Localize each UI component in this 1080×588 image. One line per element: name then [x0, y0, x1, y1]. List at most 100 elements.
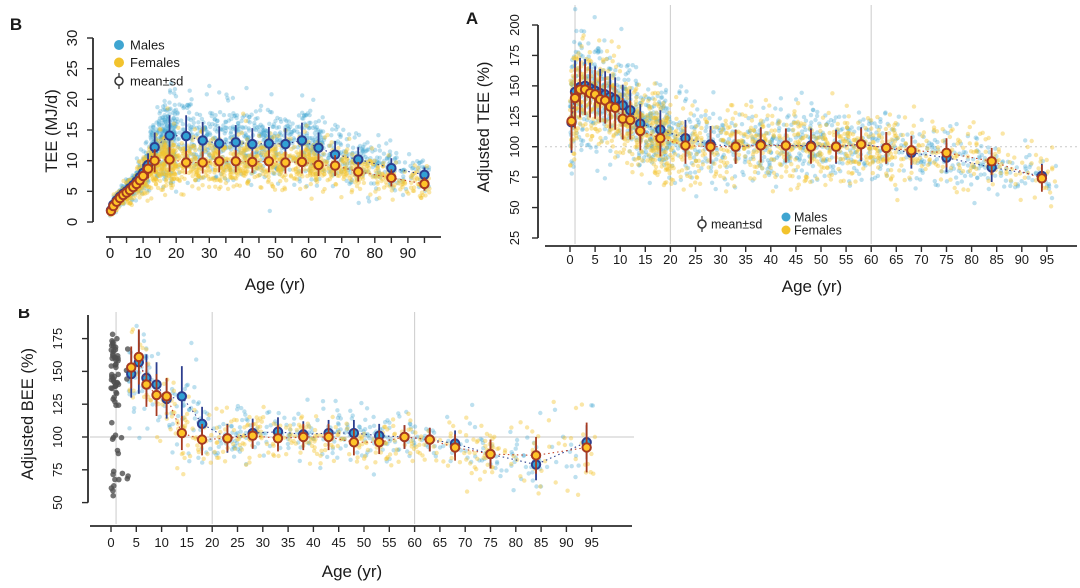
x-tick-label: 50 — [814, 252, 828, 267]
y-tick-label: 175 — [507, 45, 522, 67]
x-tick-label: 90 — [400, 245, 417, 262]
x-tick-label: 30 — [256, 535, 270, 550]
x-tick-label: 25 — [230, 535, 244, 550]
panel-label-crop — [12, 296, 38, 309]
panel-adjusted_tee: 0 5 10 15 20 25 30 35 40 45 50 55 60 65 70 75 80 85 90 95 25… — [466, 5, 1079, 296]
means-females — [105, 147, 430, 217]
x-tick-label: 60 — [864, 252, 878, 267]
legend: Males Females mean±sd — [114, 38, 183, 89]
x-tick-label: 75 — [939, 252, 953, 267]
y-axis-title: TEE (MJ/d) — [43, 89, 61, 172]
y-tick-labels: 0 5 10 15 20 25 30 — [64, 30, 81, 227]
y-tick-label: 75 — [50, 463, 65, 477]
x-tick-label: 75 — [483, 535, 497, 550]
y-tick-label: 150 — [50, 361, 65, 383]
tick-marks — [87, 37, 426, 243]
x-tick-label: 40 — [234, 245, 251, 262]
y-tick-label: 150 — [507, 75, 522, 97]
y-tick-labels: 50 75 100 125 150 175 — [50, 328, 65, 510]
x-tick-label: 80 — [366, 245, 383, 262]
x-tick-label: 70 — [458, 535, 472, 550]
x-axis-title: Age (yr) — [245, 275, 305, 294]
panel-tee_mjd: 0 10 20 30 40 50 60 70 80 90 0 5 10 15 20 25 30 Age (yr) T… — [10, 15, 441, 294]
y-tick-label: 125 — [507, 105, 522, 127]
x-axis-title: Age (yr) — [782, 277, 842, 296]
panel-adjusted_bee: 0 5 10 15 20 25 30 35 40 45 50 55 60 65 70 75 80 85 90 95 50… — [12, 296, 634, 581]
means-females — [126, 329, 592, 474]
y-tick-label: 50 — [507, 200, 522, 214]
tick-marks — [82, 337, 593, 532]
x-tick-label: 55 — [382, 535, 396, 550]
y-tick-label: 25 — [64, 60, 81, 77]
x-tick-label: 45 — [331, 535, 345, 550]
x-tick-label: 35 — [738, 252, 752, 267]
x-tick-label: 85 — [989, 252, 1003, 267]
y-tick-label: 10 — [64, 152, 81, 169]
panel-label: A — [466, 9, 478, 28]
x-tick-label: 70 — [914, 252, 928, 267]
y-tick-label: 100 — [507, 136, 522, 158]
x-tick-label: 15 — [638, 252, 652, 267]
x-tick-label: 20 — [168, 245, 185, 262]
x-tick-label: 30 — [201, 245, 218, 262]
x-tick-label: 80 — [509, 535, 523, 550]
y-tick-label: 75 — [507, 170, 522, 184]
y-axis-title: Adjusted BEE (%) — [19, 348, 37, 480]
means-females — [566, 61, 1048, 192]
x-tick-label: 65 — [433, 535, 447, 550]
y-tick-label: 175 — [50, 328, 65, 350]
y-tick-labels: 25 50 75 100 125 150 175 200 — [507, 14, 522, 245]
y-tick-label: 0 — [64, 218, 81, 226]
x-tick-labels: 0 5 10 15 20 25 30 35 40 45 50 55 60 65 70 75 80 85 90 95 — [107, 535, 599, 550]
x-tick-label: 80 — [964, 252, 978, 267]
x-tick-label: 60 — [300, 245, 317, 262]
x-tick-label: 50 — [357, 535, 371, 550]
scatter-females — [127, 327, 598, 497]
x-tick-label: 40 — [306, 535, 320, 550]
x-tick-label: 10 — [613, 252, 627, 267]
y-tick-label: 20 — [64, 91, 81, 108]
y-tick-label: 50 — [50, 495, 65, 509]
axes — [537, 25, 1077, 247]
legend-label: Females — [794, 224, 842, 238]
x-tick-label: 15 — [180, 535, 194, 550]
x-tick-label: 70 — [333, 245, 350, 262]
x-tick-label: 50 — [267, 245, 284, 262]
x-tick-label: 95 — [584, 535, 598, 550]
y-tick-label: 125 — [50, 393, 65, 415]
y-axis-title: Adjusted TEE (%) — [475, 62, 493, 193]
x-tick-label: 0 — [106, 245, 114, 262]
x-tick-label: 55 — [839, 252, 853, 267]
x-tick-label: 60 — [407, 535, 421, 550]
x-axis-title: Age (yr) — [322, 562, 382, 581]
x-tick-label: 5 — [133, 535, 140, 550]
x-tick-label: 40 — [764, 252, 778, 267]
y-tick-label: 25 — [507, 231, 522, 245]
legend-label: Males — [130, 38, 165, 53]
x-tick-label: 0 — [566, 252, 573, 267]
scatter-infants — [108, 331, 131, 499]
x-tick-label: 30 — [713, 252, 727, 267]
x-tick-label: 20 — [663, 252, 677, 267]
x-tick-label: 10 — [154, 535, 168, 550]
x-tick-label: 5 — [591, 252, 598, 267]
x-tick-label: 85 — [534, 535, 548, 550]
legend-label: mean±sd — [711, 218, 762, 232]
y-tick-label: 30 — [64, 30, 81, 47]
y-tick-label: 200 — [507, 14, 522, 36]
y-tick-label: 100 — [50, 426, 65, 448]
legend-label: Females — [130, 55, 180, 70]
x-tick-label: 45 — [789, 252, 803, 267]
x-tick-label: 90 — [559, 535, 573, 550]
legend-label: Males — [794, 211, 827, 225]
y-tick-label: 15 — [64, 122, 81, 139]
y-tick-label: 5 — [64, 187, 81, 195]
x-tick-labels: 0 10 20 30 40 50 60 70 80 90 — [106, 245, 416, 262]
scatter-males — [126, 323, 595, 493]
x-tick-label: 10 — [135, 245, 152, 262]
x-tick-label: 0 — [107, 535, 114, 550]
panel-label: B — [10, 15, 22, 34]
